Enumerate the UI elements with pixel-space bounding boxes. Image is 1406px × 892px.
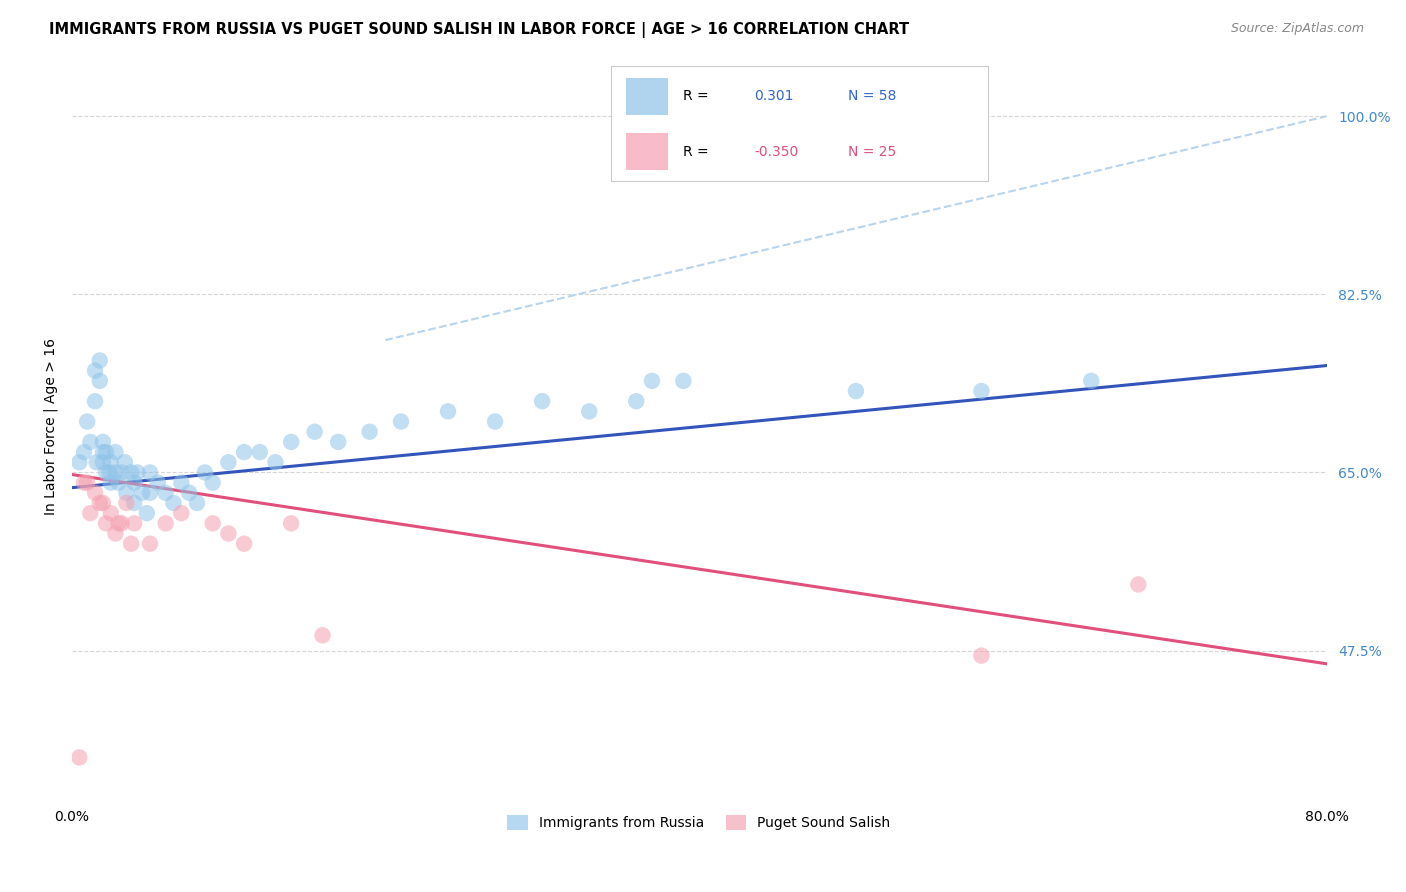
Point <box>304 425 326 439</box>
Point <box>970 648 993 663</box>
Point <box>120 537 142 551</box>
Point <box>162 496 184 510</box>
Point <box>155 516 177 531</box>
Point <box>578 404 600 418</box>
Point <box>233 537 256 551</box>
Point <box>311 628 333 642</box>
Point <box>626 394 648 409</box>
Y-axis label: In Labor Force | Age > 16: In Labor Force | Age > 16 <box>44 338 58 516</box>
Point <box>94 516 117 531</box>
Point <box>139 485 162 500</box>
Point <box>104 526 127 541</box>
Point <box>94 466 117 480</box>
Point <box>115 485 138 500</box>
Point <box>135 506 157 520</box>
Point <box>1080 374 1102 388</box>
Point <box>359 425 381 439</box>
Point <box>217 455 239 469</box>
Point <box>115 496 138 510</box>
Point <box>845 384 868 398</box>
Point <box>389 415 412 429</box>
Point <box>67 455 90 469</box>
Point <box>114 455 136 469</box>
Point <box>91 434 114 449</box>
Point <box>155 485 177 500</box>
Point <box>280 516 302 531</box>
Point <box>107 475 129 490</box>
Point <box>139 537 162 551</box>
Point <box>122 475 145 490</box>
Point <box>76 415 98 429</box>
Point <box>73 445 96 459</box>
Point <box>89 374 111 388</box>
Point <box>73 475 96 490</box>
Point <box>531 394 554 409</box>
Point <box>328 434 350 449</box>
Point <box>672 374 695 388</box>
Point <box>170 506 193 520</box>
Point <box>91 455 114 469</box>
Point <box>120 466 142 480</box>
Point <box>111 516 134 531</box>
Point <box>79 434 101 449</box>
Point <box>122 496 145 510</box>
Point <box>100 475 122 490</box>
Text: Source: ZipAtlas.com: Source: ZipAtlas.com <box>1230 22 1364 36</box>
Point <box>170 475 193 490</box>
Point <box>194 466 217 480</box>
Point <box>79 506 101 520</box>
Point <box>139 466 162 480</box>
Point <box>970 384 993 398</box>
Point <box>86 455 108 469</box>
Point <box>91 445 114 459</box>
Point <box>249 445 271 459</box>
Point <box>84 364 107 378</box>
Point <box>67 750 90 764</box>
Point <box>201 475 224 490</box>
Point <box>98 466 121 480</box>
Point <box>146 475 169 490</box>
Point <box>122 516 145 531</box>
Point <box>89 353 111 368</box>
Point <box>76 475 98 490</box>
Point <box>107 516 129 531</box>
Legend: Immigrants from Russia, Puget Sound Salish: Immigrants from Russia, Puget Sound Sali… <box>502 810 896 836</box>
Point <box>100 506 122 520</box>
Point <box>91 496 114 510</box>
Point <box>264 455 287 469</box>
Point <box>127 466 149 480</box>
Text: IMMIGRANTS FROM RUSSIA VS PUGET SOUND SALISH IN LABOR FORCE | AGE > 16 CORRELATI: IMMIGRANTS FROM RUSSIA VS PUGET SOUND SA… <box>49 22 910 38</box>
Point <box>233 445 256 459</box>
Point <box>201 516 224 531</box>
Point <box>131 485 153 500</box>
Point <box>217 526 239 541</box>
Point <box>1128 577 1150 591</box>
Point <box>437 404 460 418</box>
Point <box>484 415 506 429</box>
Point <box>179 485 201 500</box>
Point <box>186 496 208 510</box>
Point <box>94 445 117 459</box>
Point <box>280 434 302 449</box>
Point <box>111 466 134 480</box>
Point <box>84 394 107 409</box>
Point <box>641 374 664 388</box>
Point <box>89 496 111 510</box>
Point <box>84 485 107 500</box>
Point <box>100 455 122 469</box>
Point <box>104 466 127 480</box>
Point <box>104 445 127 459</box>
